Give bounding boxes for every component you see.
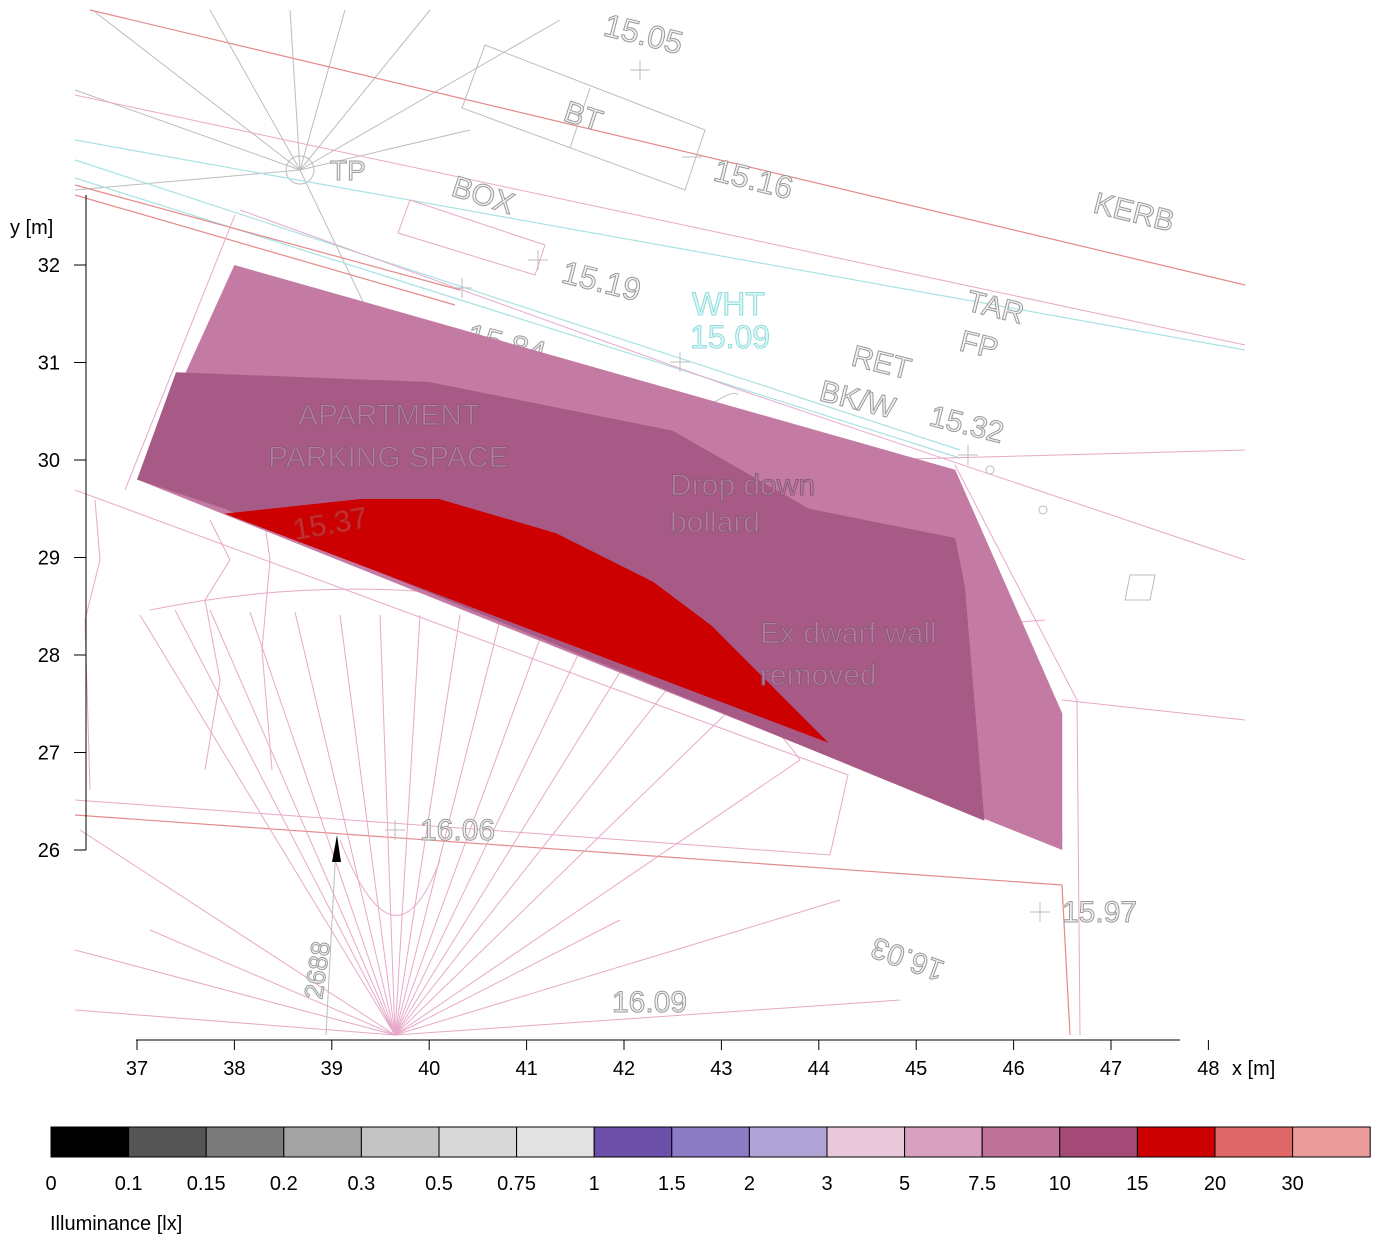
legend-swatch: [128, 1126, 207, 1158]
legend-swatch: [50, 1126, 130, 1158]
legend-threshold-label: 0.5: [425, 1173, 453, 1195]
region-15-20: [224, 499, 829, 743]
annotation-bollard: bollard: [670, 506, 760, 539]
label-tar: TAR: [963, 285, 1027, 331]
label-tp: TP: [330, 155, 366, 186]
annotation-dwarf-wall: Ex dwarf wall: [760, 617, 937, 650]
legend-swatch: [826, 1126, 906, 1158]
label-1606: 16.06: [420, 814, 495, 847]
legend-threshold-label: 30: [1281, 1173, 1303, 1195]
x-tick-label: 44: [808, 1058, 830, 1080]
x-tick-label: 42: [613, 1058, 635, 1080]
y-tick-label: 30: [38, 450, 60, 472]
legend-threshold-label: 0.15: [187, 1173, 226, 1195]
label-1603: 16.03: [867, 930, 949, 987]
illuminance-regions: [137, 265, 1063, 850]
x-axis-title: x [m]: [1232, 1058, 1275, 1080]
label-ret: RET: [848, 340, 914, 387]
annotation-apartment: APARTMENT: [298, 399, 480, 432]
legend-title: Illuminance [lx]: [50, 1213, 182, 1235]
legend-threshold-label: 20: [1204, 1173, 1226, 1195]
label-1516: 15.16: [710, 152, 796, 206]
x-tick-label: 43: [710, 1058, 732, 1080]
label-bt: BT: [560, 95, 607, 138]
x-tick-label: 37: [126, 1058, 148, 1080]
x-tick-label: 40: [418, 1058, 440, 1080]
label-wht: WHT: [692, 286, 765, 322]
legend-swatch: [671, 1126, 750, 1158]
annotation-parking-space: PARKING SPACE: [268, 441, 509, 474]
label-fp: FP: [956, 325, 1001, 366]
y-tick-label: 27: [38, 743, 60, 765]
x-axis: x [m] 37 38 39 40 41 42 43 44 45 46 47 48: [126, 1039, 1275, 1080]
label-1519: 15.19: [558, 254, 644, 308]
y-tick-label: 32: [38, 255, 60, 277]
x-tick-label: 46: [1002, 1058, 1024, 1080]
legend-threshold-label: 10: [1049, 1173, 1071, 1195]
label-kerb: KERB: [1090, 187, 1177, 239]
legend-threshold-label: 5: [899, 1173, 910, 1195]
x-tick-label: 39: [321, 1058, 343, 1080]
annotation-drop-down: Drop down: [670, 469, 815, 502]
legend-swatch: [205, 1126, 285, 1158]
legend-swatch: [438, 1126, 518, 1158]
legend-swatch: [516, 1126, 595, 1158]
legend-threshold-label: 0.3: [347, 1173, 375, 1195]
legend-swatch: [981, 1126, 1061, 1158]
legend-threshold-label: 0.1: [115, 1173, 143, 1195]
legend-swatch: [593, 1126, 673, 1158]
label-bkw: BK/W: [816, 375, 899, 426]
legend-threshold-label: 3: [821, 1173, 832, 1195]
label-wht-value: 15.09: [690, 319, 770, 355]
legend-swatch: [1136, 1126, 1216, 1158]
legend-threshold-label: 0: [45, 1173, 56, 1195]
legend-threshold-label: 15: [1126, 1173, 1148, 1195]
label-1609: 16.09: [612, 986, 687, 1019]
legend-threshold-label: 7.5: [968, 1173, 996, 1195]
label-1597: 15.97: [1062, 896, 1137, 929]
legend-threshold-label: 2: [744, 1173, 755, 1195]
x-tick-label: 48: [1197, 1058, 1219, 1080]
legend-swatch: [748, 1126, 828, 1158]
legend-threshold-label: 0.75: [497, 1173, 536, 1195]
label-2688: 2688: [298, 939, 336, 1000]
legend-threshold-label: 0.2: [270, 1173, 298, 1195]
x-tick-label: 45: [905, 1058, 927, 1080]
legend-swatch: [283, 1126, 362, 1158]
legend: 0 0.1 0.15 0.2 0.3 0.5 0.75 1 1.5 2 3 5 7.5 10 15 20 30 …: [45, 1126, 1371, 1235]
legend-swatch: [1059, 1126, 1138, 1158]
x-tick-label: 47: [1100, 1058, 1122, 1080]
y-axis-title: y [m]: [10, 217, 53, 239]
legend-swatch: [360, 1126, 440, 1158]
y-tick-label: 26: [38, 840, 60, 862]
y-tick-label: 31: [38, 353, 60, 375]
x-tick-label: 38: [223, 1058, 245, 1080]
annotation-removed: removed: [760, 659, 877, 692]
label-1505: 15.05: [600, 7, 686, 61]
legend-swatch: [1214, 1126, 1294, 1158]
y-tick-label: 28: [38, 645, 60, 667]
legend-threshold-label: 1: [589, 1173, 600, 1195]
y-tick-label: 29: [38, 548, 60, 570]
legend-threshold-label: 1.5: [658, 1173, 686, 1195]
y-axis: y [m] 26 27 28 29 30 31 32: [10, 195, 87, 862]
x-tick-label: 41: [515, 1058, 537, 1080]
legend-swatch: [904, 1126, 983, 1158]
legend-swatch: [1292, 1126, 1371, 1158]
